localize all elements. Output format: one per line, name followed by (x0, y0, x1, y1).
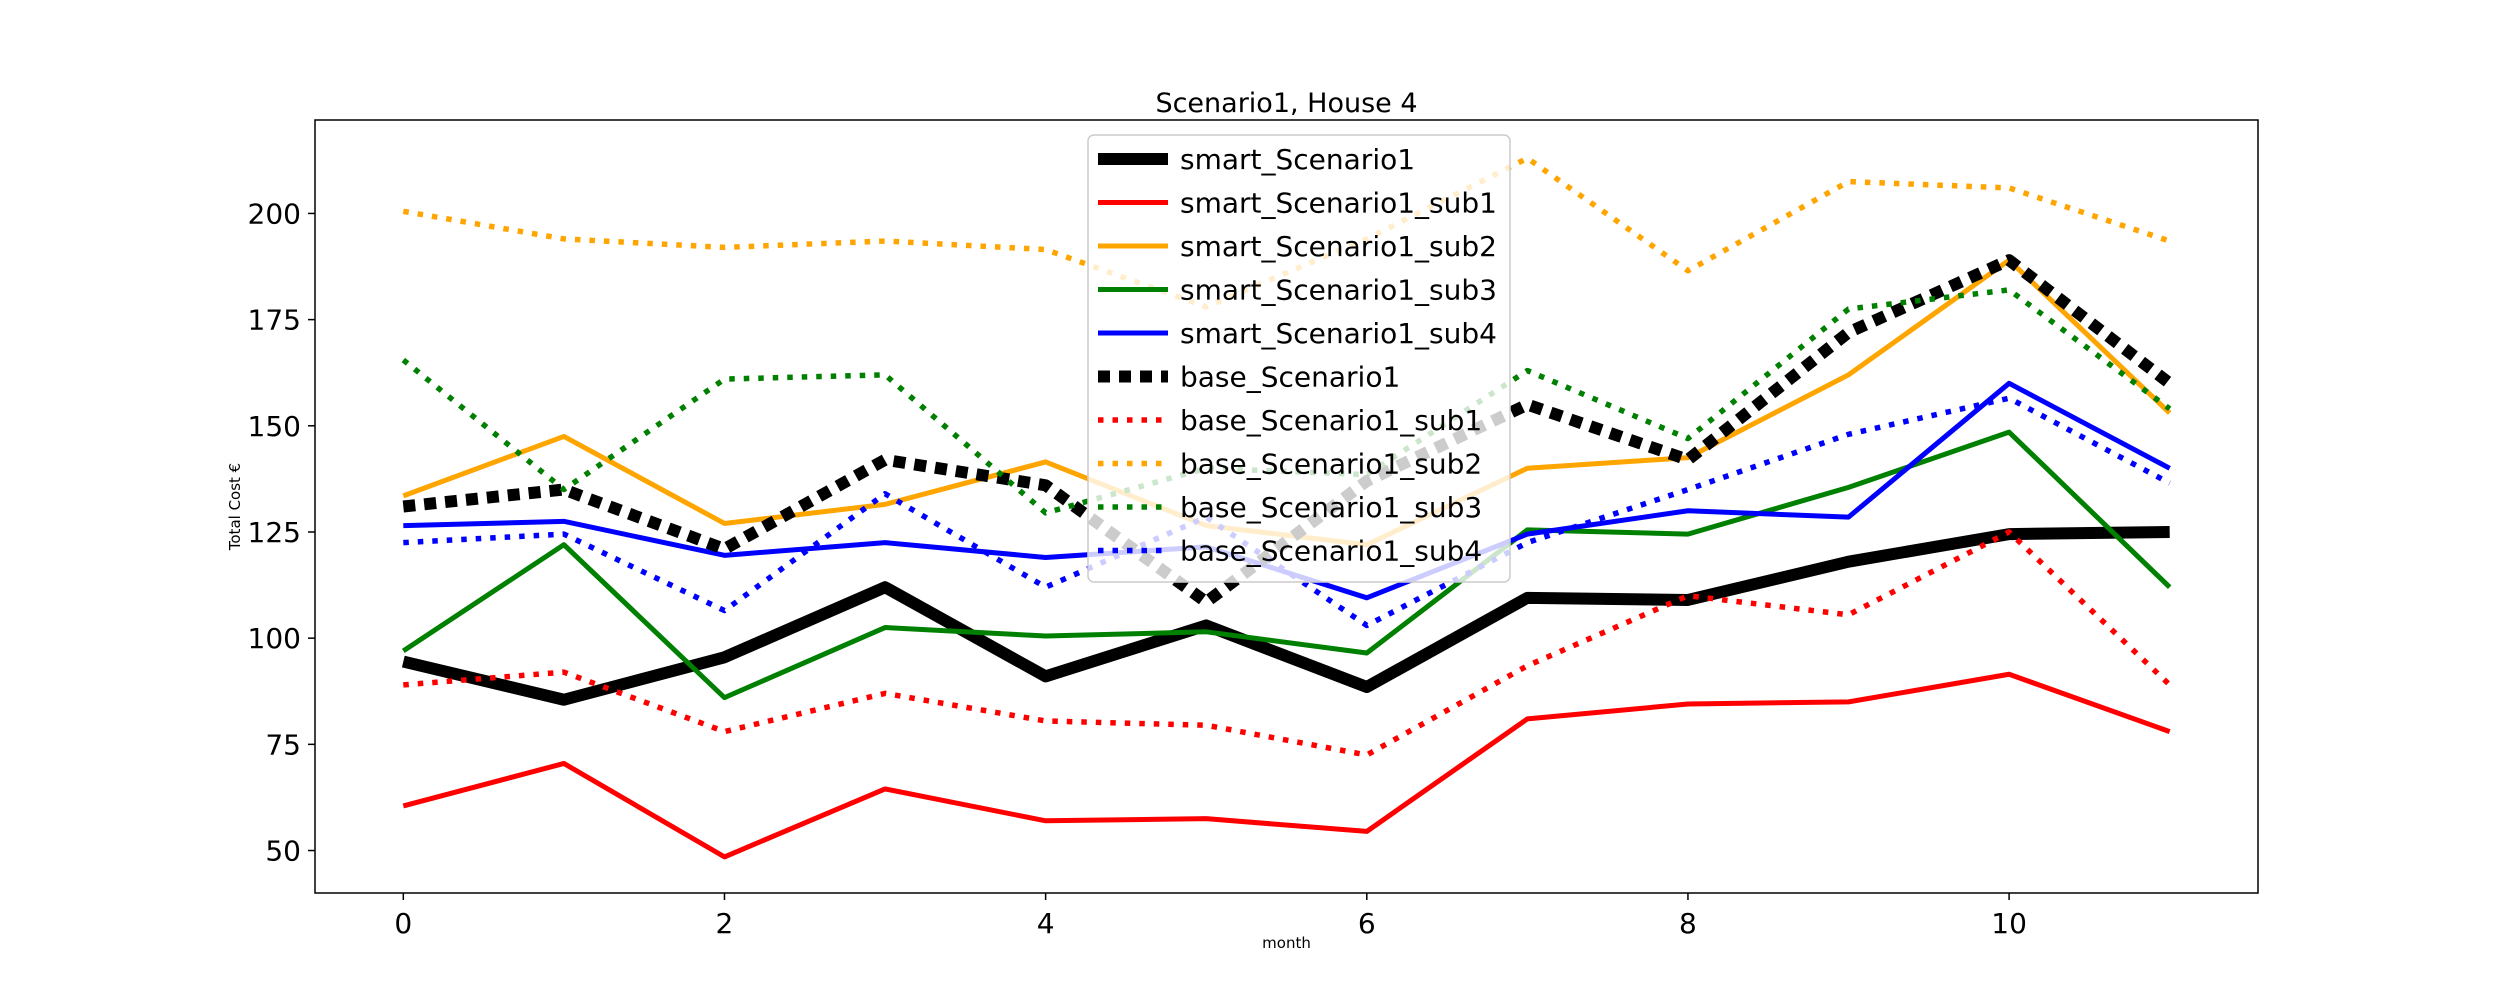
y-tick-label: 150 (248, 410, 301, 443)
y-tick-label: 125 (248, 516, 301, 549)
series-line-base-scenario1-sub3 (401, 287, 2172, 516)
x-tick-label: 10 (1991, 907, 2027, 940)
y-axis-label: Total Cost € (226, 463, 244, 551)
x-axis-label: month (1262, 934, 1311, 952)
x-tick-label: 4 (1037, 907, 1055, 940)
y-tick-label: 175 (248, 304, 301, 337)
legend-label-smart-scenario1-sub3: smart_Scenario1_sub3 (1180, 274, 1497, 307)
x-axis: 0 2 4 6 8 10 (394, 893, 2027, 940)
y-tick-label: 200 (248, 197, 301, 230)
x-tick-label: 2 (716, 907, 734, 940)
y-tick-label: 75 (265, 728, 301, 761)
legend: smart_Scenario1 smart_Scenario1_sub1smart… (1087, 134, 1511, 583)
x-tick-label: 8 (1679, 907, 1697, 940)
x-tick-label: 0 (394, 907, 412, 940)
legend-label-smart-scenario1-sub4: smart_Scenario1_sub4 (1180, 317, 1497, 350)
legend-label-base-scenario1-sub1: base_Scenario1_sub1 (1180, 404, 1482, 437)
legend-box (1087, 134, 1511, 583)
legend-label-base-scenario1-sub2: base_Scenario1_sub2 (1180, 448, 1482, 481)
legend-label-base-scenario1-sub4: base_Scenario1_sub4 (1180, 535, 1482, 568)
series-line-smart-scenario1-sub3 (401, 429, 2172, 701)
series-line-smart-scenario1-sub1 (402, 671, 2171, 860)
legend-label-smart-scenario1-sub2: smart_Scenario1_sub2 (1180, 230, 1497, 263)
series-line-base-scenario1-sub4 (403, 395, 2171, 629)
y-tick-label: 50 (265, 835, 301, 868)
plot-area-frame (314, 119, 2259, 894)
y-tick-label: 100 (248, 622, 301, 655)
legend-label-base-scenario1-sub3: base_Scenario1_sub3 (1180, 491, 1482, 524)
x-tick-label: 6 (1358, 907, 1376, 940)
y-axis: 50 75 100 125 150 175 200 (248, 197, 315, 868)
legend-label-smart-scenario1-sub1: smart_Scenario1_sub1 (1180, 187, 1497, 220)
series-line-base-scenario1 (402, 254, 2174, 609)
chart-title: Scenario1, House 4 (1155, 88, 1417, 119)
legend-label-smart-scenario1: smart_Scenario1 (1180, 143, 1415, 176)
series-line-smart-scenario1 (401, 525, 2170, 706)
legend-label-base-scenario1: base_Scenario1 (1180, 361, 1400, 394)
series-line-base-scenario1-sub1 (403, 529, 2172, 758)
